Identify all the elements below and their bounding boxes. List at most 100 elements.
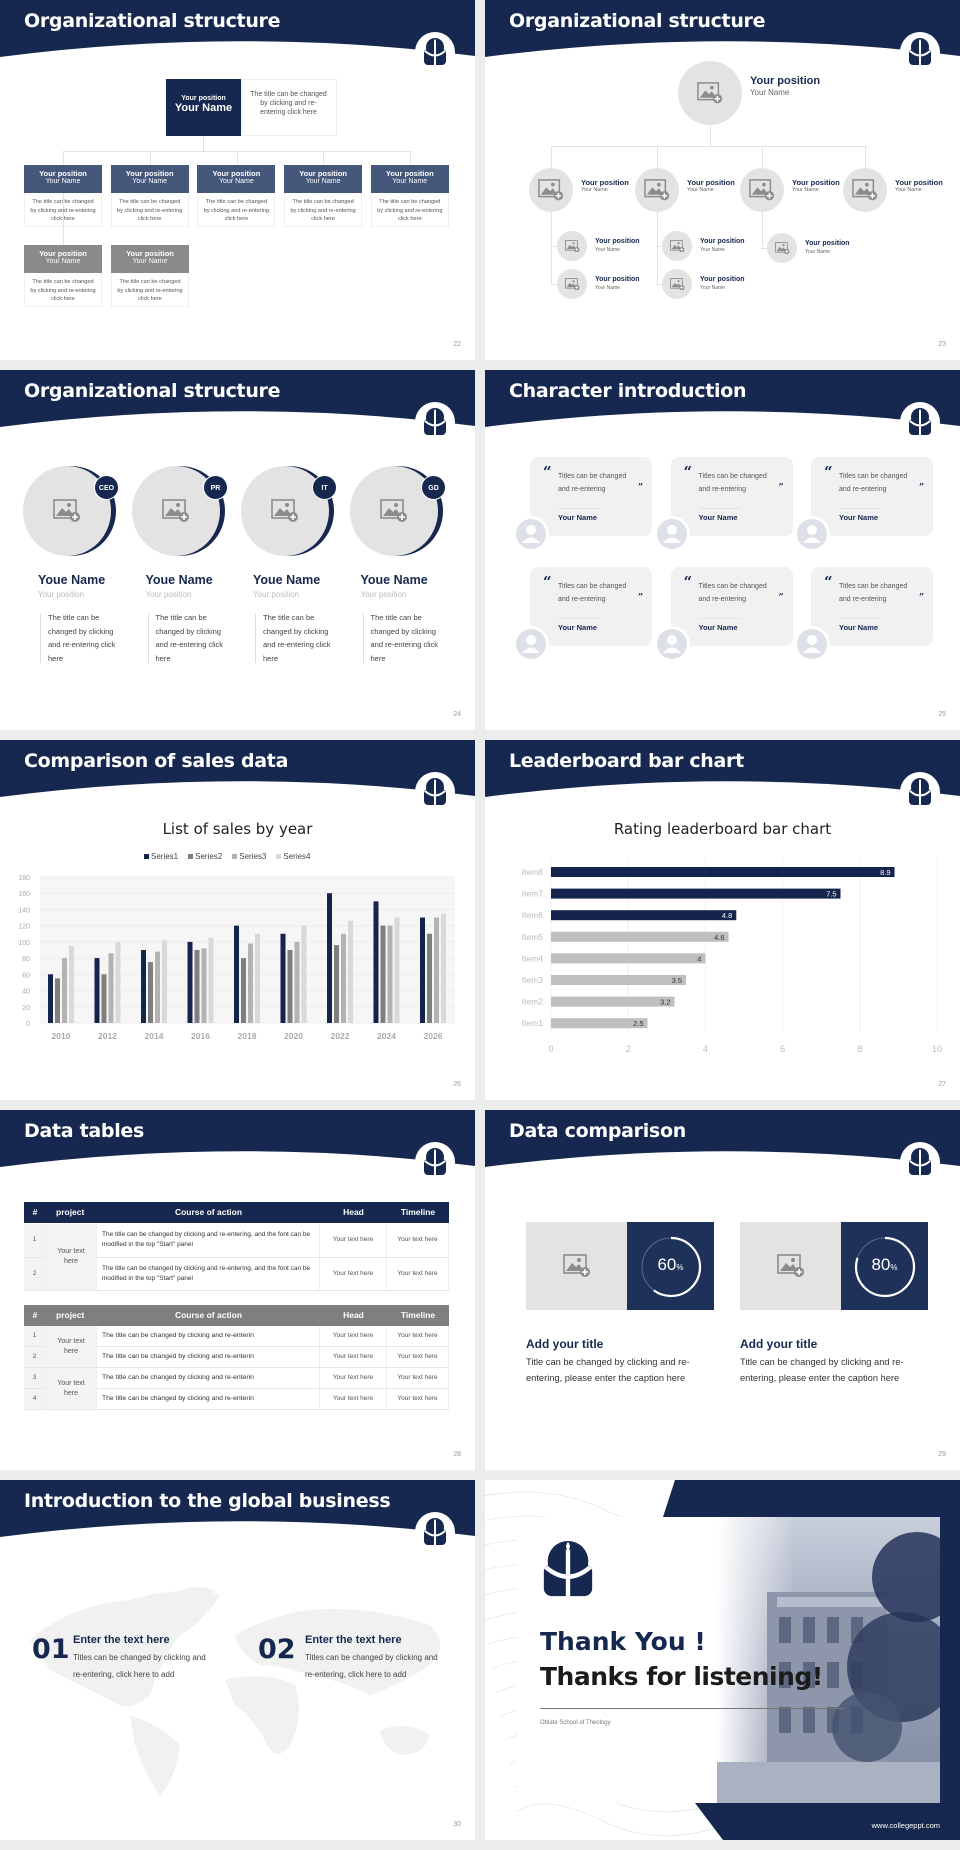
quote-text: Titles can be changed and re-entering [698,473,767,493]
divider [147,613,149,663]
connector-line [762,146,763,168]
divider [40,613,41,663]
position: Your position [687,177,735,187]
image-placeholder-icon [538,179,564,201]
y-tick-label: 40 [22,989,30,996]
position-box: Your position Your Name [110,165,189,193]
page-number: 23 [938,341,946,348]
column-header: Timeline [400,1207,436,1217]
progress-ring [854,1236,916,1303]
page-number: 29 [938,1451,946,1458]
slide-title: Comparison of sales data [24,750,289,772]
avatar-icon [513,516,549,552]
y-category-label: Item3 [522,975,544,985]
bar-Series2-2024 [380,925,386,1023]
bar-Series2-2020 [287,950,293,1023]
bar-Item2 [551,996,675,1007]
connector-line [551,146,552,168]
legend-item: Series3 [232,852,266,861]
y-tick-label: 0 [26,1021,30,1028]
row-number: 4 [24,1389,46,1410]
connector-line [410,151,411,165]
character-card: “ Titles can be changed and re-entering ” Y… [670,567,793,646]
slide-24-team-circles: Organizational structure 24 CEO Youe Name Yo… [0,370,475,730]
image-placeholder [740,1222,841,1310]
head-cell: Your text here [320,1326,387,1347]
x-tick-label: 10 [932,1044,942,1054]
avatar-icon [513,626,549,662]
character-card: “ Titles can be changed and re-entering ” Y… [670,457,793,536]
header-band [485,370,960,435]
member-description: The title can be changed by clicking and… [370,613,439,664]
description: The title can be changed by clicking and… [284,193,363,227]
connector-line [551,284,559,285]
item-title: Add your title [526,1337,604,1351]
name: Your Name [45,258,81,265]
x-tick-label: 4 [703,1044,708,1054]
quote-text: Titles can be changed and re-entering [558,583,627,603]
description: The title can be changed by clicking and… [24,193,102,227]
avatar-icon [653,626,690,662]
description: The title can be changed by clicking and… [370,193,449,227]
member-name: Youe Name [38,573,106,587]
bar-Series2-2026 [427,933,432,1023]
data-label: 3.2 [660,998,670,1007]
bar-Series4-2010 [69,945,74,1023]
header-band [0,0,475,65]
bar-Series1-2026 [420,917,425,1023]
connector-line [656,246,664,247]
character-name: Your Name [698,513,738,522]
timeline-cell: Your text here [387,1326,449,1347]
name: Your Name [132,258,168,265]
connector-line [657,212,658,285]
divider [839,618,881,619]
divider [540,1708,843,1709]
item-description: Title can be changed by clicking and re-… [740,1357,904,1383]
thanks-card: Thank You ! Thanks for listening! Oblate S… [517,1517,940,1803]
item-title: Enter the text here [305,1634,402,1646]
item-title: Add your title [740,1337,818,1351]
role-badge: CEO [94,475,119,500]
data-label: 4.6 [714,933,724,942]
bar-Series4-2014 [162,940,167,1023]
percent-label: 60% [627,1255,714,1275]
bar-Series1-2010 [48,974,53,1023]
page-number: 27 [938,1081,946,1088]
website-link[interactable]: www.collegeppt.com [871,1821,940,1830]
column-header: Head [343,1310,364,1320]
slide-title: Organizational structure [24,380,281,402]
progress-ring [640,1236,702,1303]
member-position: Your position [253,590,299,599]
bar-Series3-2022 [341,933,346,1023]
connector-line [63,151,410,152]
position: Your position [126,249,174,258]
connector-line [551,246,559,247]
connector-line [323,151,324,165]
head-cell: Your text here [320,1347,387,1368]
photo-placeholder [740,168,784,212]
legend-swatch [276,854,282,859]
character-card: “ Titles can be changed and re-entering ” Y… [530,567,652,646]
navy-frame [485,1480,960,1840]
slide-23-org-circles: Organizational structure 23 Your position Y… [485,0,960,360]
column-header: Course of action [174,1310,243,1320]
avatar-icon [653,516,690,552]
slide-title: Organizational structure [509,10,766,32]
column-header: Head [343,1207,364,1217]
page-number: 22 [453,341,461,348]
head-cell: Your text here [320,1368,387,1389]
legend-label: Series4 [283,852,311,861]
bar-Item7 [551,888,841,899]
top-position-box: Your position Your Name [166,79,241,136]
y-category-label: Item7 [522,889,544,899]
quote-text: Titles can be changed and re-entering [839,473,908,493]
x-tick-label: 2014 [145,1031,164,1041]
bar-Series4-2026 [441,913,446,1023]
leaderboard-chart: 0 2 4 6 8 10 Item8 8.9 Item7 7.5 Item6 4.8 Item5 4.6 I… [522,858,942,1054]
quote-text: Titles can be changed and re-entering [558,473,627,493]
column-header: # [32,1207,38,1217]
member-position: Your position [38,590,84,599]
bar-Item6 [551,910,737,921]
x-tick-label: 2020 [284,1031,303,1041]
bar-Item5 [551,931,729,942]
